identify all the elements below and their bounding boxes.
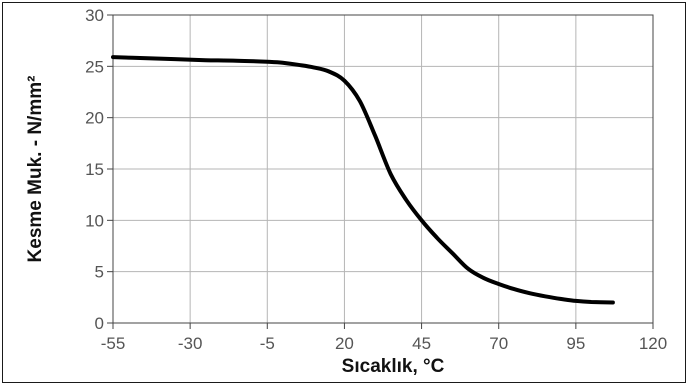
y-tick-label: 15 bbox=[85, 160, 104, 179]
y-tick-label: 10 bbox=[85, 211, 104, 230]
x-tick-label: -30 bbox=[178, 334, 203, 353]
x-tick-label: 120 bbox=[639, 334, 667, 353]
y-tick-label: 25 bbox=[85, 57, 104, 76]
y-tick-label: 5 bbox=[95, 263, 104, 282]
series-line bbox=[111, 55, 615, 305]
x-tick-label: 95 bbox=[566, 334, 585, 353]
y-axis-title: Kesme Muk. - N/mm² bbox=[25, 76, 46, 263]
y-tick-labels: 0 5 10 15 20 25 30 bbox=[85, 6, 104, 333]
plot-area bbox=[112, 14, 654, 324]
x-tick-labels: -55 -30 -5 20 45 70 95 120 bbox=[101, 334, 667, 353]
x-tick-label: -55 bbox=[101, 334, 126, 353]
x-axis-title: Sıcaklık, °C bbox=[342, 356, 445, 377]
y-tick-label: 30 bbox=[85, 6, 104, 25]
x-tick-label: -5 bbox=[260, 334, 275, 353]
x-tick-label: 70 bbox=[489, 334, 508, 353]
y-tick-label: 20 bbox=[85, 109, 104, 128]
y-tick-label: 0 bbox=[95, 314, 104, 333]
x-tick-label: 20 bbox=[335, 334, 354, 353]
x-tick-label: 45 bbox=[412, 334, 431, 353]
gridlines bbox=[107, 14, 654, 329]
